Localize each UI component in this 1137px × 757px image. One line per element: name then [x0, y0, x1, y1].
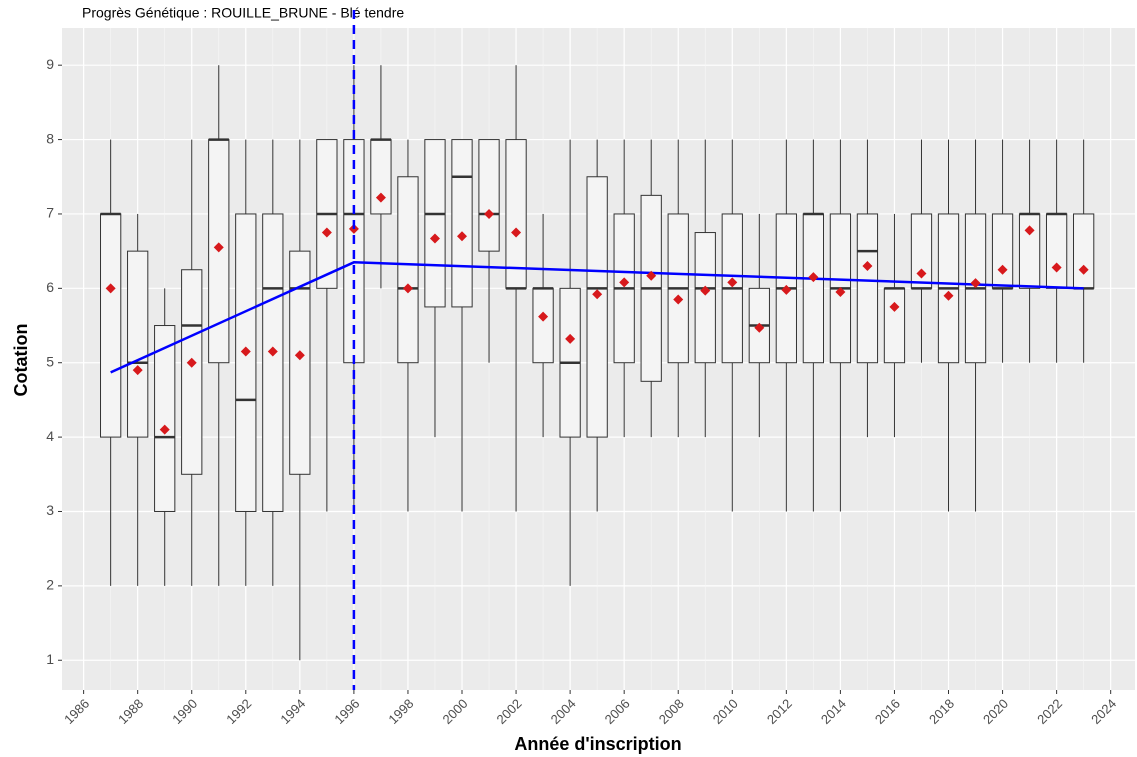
- y-tick-label: 6: [46, 279, 54, 295]
- y-tick-label: 4: [46, 428, 54, 444]
- mean-point: [1051, 262, 1062, 273]
- box: [586, 176, 608, 438]
- box: [991, 213, 1014, 289]
- mean-point: [646, 270, 657, 281]
- mean-point: [429, 233, 440, 244]
- mean-point: [619, 277, 630, 288]
- mean-point: [1024, 225, 1035, 236]
- y-tick-label: 7: [46, 205, 54, 221]
- y-tick-label: 3: [46, 502, 54, 518]
- chart-title: Progrès Génétique : ROUILLE_BRUNE - Blé …: [82, 5, 404, 21]
- mean-point: [862, 261, 873, 272]
- mean-point: [1078, 264, 1089, 275]
- mean-point: [538, 311, 549, 322]
- mean-point: [240, 346, 251, 357]
- mean-point: [673, 294, 684, 305]
- mean-point: [754, 322, 765, 333]
- box: [397, 176, 419, 364]
- mean-point: [267, 346, 278, 357]
- box: [370, 139, 392, 215]
- mean-point: [457, 231, 468, 242]
- box: [451, 139, 473, 308]
- mean-point: [781, 284, 792, 295]
- box: [127, 250, 149, 438]
- x-axis-label: Année d'inscription: [514, 734, 681, 754]
- box: [181, 269, 203, 475]
- y-tick-label: 2: [46, 577, 54, 593]
- mean-point: [808, 272, 819, 283]
- box: [100, 213, 122, 438]
- mean-point: [321, 227, 332, 238]
- mean-point: [186, 357, 197, 368]
- box: [235, 213, 257, 512]
- box: [694, 232, 716, 364]
- box: [154, 325, 176, 512]
- mean-point: [132, 365, 143, 376]
- y-tick-label: 5: [46, 353, 54, 369]
- mean-point: [943, 290, 954, 301]
- mean-point: [592, 289, 603, 300]
- mean-point: [835, 287, 846, 298]
- trend-line: [110, 261, 1084, 374]
- box: [289, 250, 311, 475]
- box: [802, 213, 825, 364]
- mean-point: [294, 350, 305, 361]
- mean-point: [402, 283, 413, 294]
- mean-point: [213, 242, 224, 253]
- mean-point: [565, 333, 576, 344]
- mean-point: [997, 264, 1008, 275]
- box: [262, 213, 284, 512]
- mean-point: [375, 192, 386, 203]
- box: [1018, 213, 1041, 289]
- mean-point: [105, 283, 116, 294]
- mean-point: [484, 208, 495, 219]
- mean-point: [511, 227, 522, 238]
- y-axis-label: Cotation: [11, 324, 31, 397]
- box: [1073, 213, 1095, 289]
- y-tick-label: 9: [46, 56, 54, 72]
- mean-point: [159, 424, 170, 435]
- y-tick-label: 8: [46, 130, 54, 146]
- box: [883, 287, 906, 364]
- mean-point: [727, 277, 738, 288]
- box: [424, 139, 446, 308]
- box: [856, 213, 879, 364]
- box: [1045, 213, 1068, 289]
- box: [478, 139, 500, 252]
- mean-point: [700, 285, 711, 296]
- mean-point: [916, 268, 927, 279]
- box: [505, 139, 527, 289]
- box: [532, 287, 554, 364]
- y-tick-label: 1: [46, 651, 54, 667]
- mean-point: [889, 301, 900, 312]
- mean-point: [970, 278, 981, 289]
